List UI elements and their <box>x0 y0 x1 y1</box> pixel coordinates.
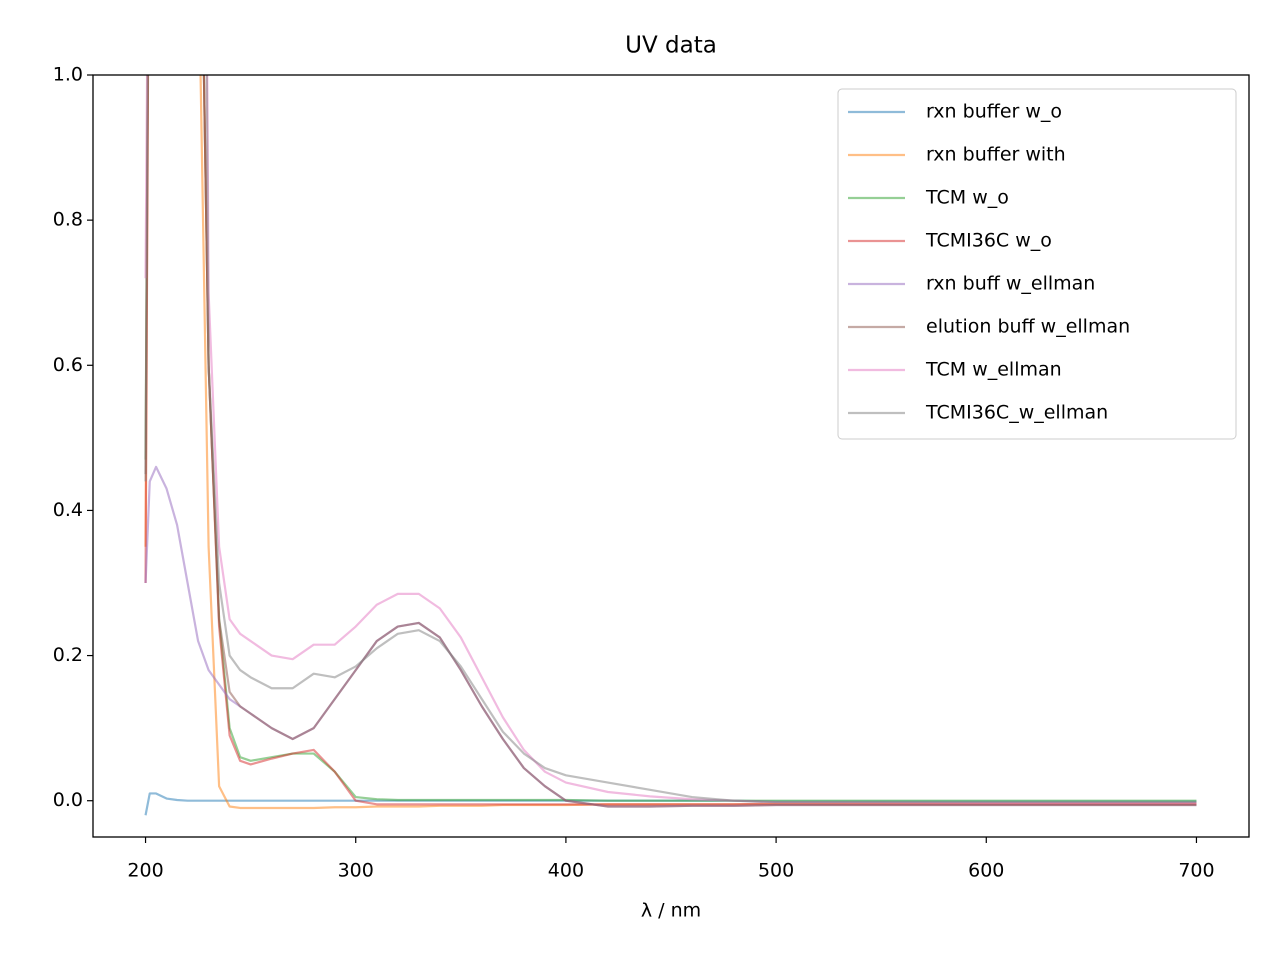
series-line <box>144 75 1197 804</box>
legend-label: TCMI36C_w_ellman <box>925 402 1108 424</box>
series-line <box>144 75 1197 804</box>
x-axis-label: λ / nm <box>641 900 701 922</box>
x-tick-label: 600 <box>968 860 1004 882</box>
x-tick-label: 400 <box>548 860 584 882</box>
y-tick-label: 0.4 <box>53 499 83 521</box>
series-line <box>144 75 1197 802</box>
x-tick-label: 700 <box>1178 860 1214 882</box>
x-tick-label: 200 <box>127 860 163 882</box>
y-tick-label: 0.0 <box>53 789 83 811</box>
legend-label: rxn buffer with <box>926 144 1066 166</box>
y-tick-label: 1.0 <box>53 64 83 86</box>
legend-label: rxn buff w_ellman <box>926 273 1095 295</box>
plot-frame <box>92 74 1250 838</box>
x-tick-label: 500 <box>758 860 794 882</box>
legend-label: rxn buffer w_o <box>926 101 1062 123</box>
series-line <box>144 75 1197 808</box>
series-line <box>144 465 1197 808</box>
x-tick-label: 300 <box>338 860 374 882</box>
legend-label: TCM w_ellman <box>925 359 1062 381</box>
y-tick-label: 0.8 <box>53 209 83 231</box>
chart-title: UV data <box>625 33 717 59</box>
y-tick-label: 0.6 <box>53 354 83 376</box>
legend-label: TCMI36C w_o <box>925 230 1052 252</box>
y-tick-label: 0.2 <box>53 644 83 666</box>
legend-box <box>837 88 1237 440</box>
series-line <box>144 75 1197 806</box>
legend-label: TCM w_o <box>925 187 1009 209</box>
plot-lines <box>144 75 1197 816</box>
legend-label: elution buff w_ellman <box>926 316 1130 338</box>
